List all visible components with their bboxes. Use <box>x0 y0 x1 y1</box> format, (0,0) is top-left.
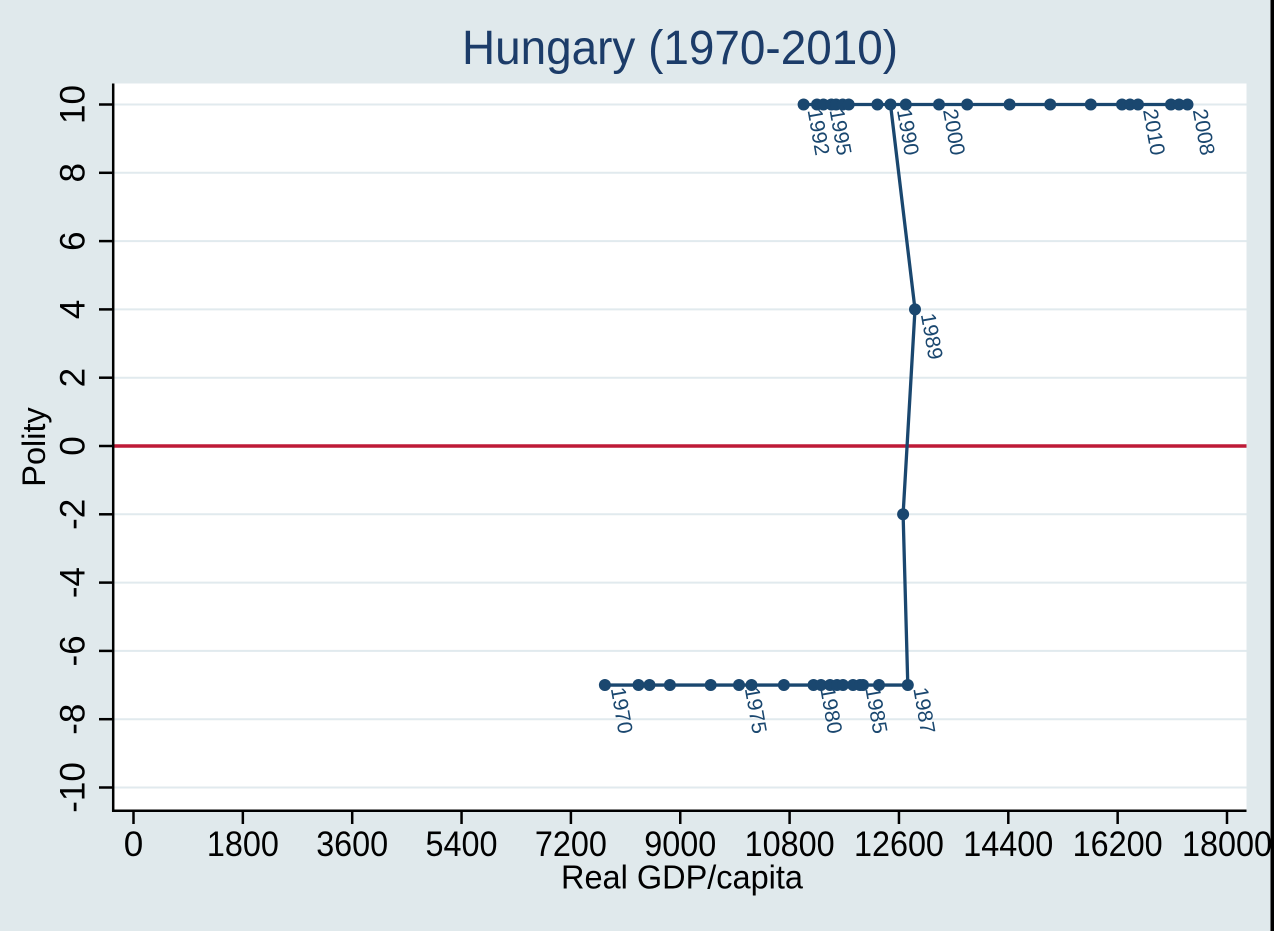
svg-text:Real GDP/capita: Real GDP/capita <box>561 859 804 896</box>
svg-text:18000: 18000 <box>1182 825 1272 864</box>
svg-text:16200: 16200 <box>1073 825 1163 864</box>
svg-text:4: 4 <box>54 300 93 319</box>
svg-text:3600: 3600 <box>316 825 388 864</box>
svg-text:7200: 7200 <box>535 825 607 864</box>
svg-text:12600: 12600 <box>854 825 944 864</box>
svg-text:Polity: Polity <box>16 407 52 487</box>
svg-text:1800: 1800 <box>207 825 279 864</box>
svg-text:-8: -8 <box>54 704 93 735</box>
svg-text:0: 0 <box>124 825 143 864</box>
svg-text:10800: 10800 <box>745 825 835 864</box>
svg-text:-6: -6 <box>54 635 93 666</box>
svg-text:6: 6 <box>54 231 93 250</box>
svg-text:0: 0 <box>54 436 93 455</box>
svg-text:10: 10 <box>54 85 93 124</box>
svg-text:Hungary (1970-2010): Hungary (1970-2010) <box>462 22 898 75</box>
svg-text:8: 8 <box>54 163 93 182</box>
svg-text:2: 2 <box>54 368 93 387</box>
svg-text:-4: -4 <box>54 567 93 598</box>
svg-text:9000: 9000 <box>644 825 716 864</box>
svg-text:5400: 5400 <box>426 825 498 864</box>
svg-text:-2: -2 <box>54 499 93 530</box>
svg-text:14400: 14400 <box>963 825 1053 864</box>
svg-text:-10: -10 <box>54 762 93 813</box>
